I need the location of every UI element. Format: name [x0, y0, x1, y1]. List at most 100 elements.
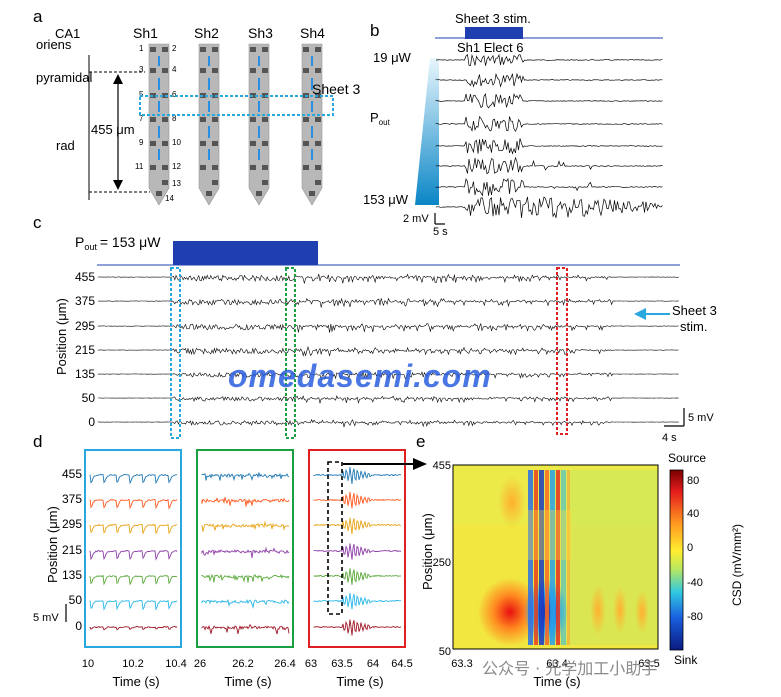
position-tick: 295: [75, 319, 95, 333]
electrode-pad: [262, 117, 268, 122]
position-tick: 135: [62, 568, 82, 582]
electrode-pad: [162, 47, 168, 52]
electrode-pad: [150, 117, 156, 122]
xlabel: Time (s): [112, 674, 159, 689]
ylabel-c: Position (μm): [54, 298, 69, 375]
probe-shank: [198, 43, 220, 206]
zoom-trace: [313, 592, 401, 610]
zoom-trace: [313, 491, 402, 509]
depth-arrow-down-icon: [113, 180, 123, 190]
zoom-trace: [201, 546, 290, 559]
power-trace: [435, 138, 663, 155]
ytick: 455: [433, 460, 451, 472]
position-tick: 295: [62, 517, 82, 531]
zoom-trace: [313, 517, 402, 535]
position-trace: [97, 322, 679, 333]
electrode-pad: [200, 141, 206, 146]
scalebar-v-label-d: 5 mV: [33, 612, 59, 624]
position-trace: [98, 395, 679, 404]
heatmap-warm-spot: [613, 586, 627, 634]
electrode-pad: [162, 141, 168, 146]
electrode-pad: [303, 68, 309, 73]
electrode-pad: [250, 47, 256, 52]
power-trace: [435, 72, 663, 88]
position-traces-c: [97, 273, 679, 428]
electrode-pad: [303, 47, 309, 52]
csd-heatmap: [452, 464, 659, 650]
electrode-pad: [262, 180, 268, 185]
electrode-pad: [303, 117, 309, 122]
position-tick: 0: [75, 619, 82, 633]
csd-stripe: [556, 470, 560, 645]
xtick: 10.4: [165, 658, 186, 670]
electrode-pad: [206, 191, 212, 196]
power-gradient-wedge: [415, 58, 439, 205]
electrode-number: 5: [139, 90, 144, 99]
power-bottom-label: 153 μW: [363, 192, 409, 207]
zoom-trace: [89, 625, 178, 631]
electrode-pad: [262, 47, 268, 52]
position-trace: [97, 297, 679, 308]
panel-label-c: c: [33, 213, 42, 232]
position-trace: [97, 273, 679, 284]
xlabel-e: Time (s): [533, 674, 580, 689]
zoom-traces-d: [89, 467, 402, 636]
electrode-pad: [256, 191, 262, 196]
electrode-number: 3: [139, 65, 144, 74]
scalebar-v-label-b: 2 mV: [403, 213, 429, 225]
electrode-pad: [250, 141, 256, 146]
position-tick: 215: [75, 343, 95, 357]
electrode-pad: [303, 141, 309, 146]
electrode-pad: [162, 165, 168, 170]
position-ticks-d: 455 375 295 215 135 50 0: [62, 467, 82, 633]
position-ticks-c: 455 375 295 215 135 50 0: [75, 270, 95, 429]
colorbar-tick: 80: [687, 475, 699, 487]
window-box-blue: [170, 267, 181, 439]
electrode-pad: [212, 165, 218, 170]
zoom-trace: [313, 568, 402, 585]
shank-label-4: Sh4: [300, 25, 325, 41]
colorbar-tick: -80: [687, 611, 703, 623]
heatmap-source-spot: [478, 578, 542, 646]
colorbar-tick: -40: [687, 577, 703, 589]
position-tick: 50: [82, 391, 96, 405]
probe-shank: [148, 43, 170, 206]
position-tick: 215: [62, 543, 82, 557]
zoom-trace: [201, 496, 290, 507]
csd-stripe: [528, 510, 572, 560]
electrode-pad: [156, 191, 162, 196]
power-trace: [436, 53, 663, 67]
zoom-trace: [201, 599, 290, 609]
pout-label-b: Pout: [370, 110, 391, 127]
csd-stripe: [550, 470, 555, 645]
window-box-red: [556, 267, 568, 435]
ylabel-d: Position (μm): [45, 506, 60, 583]
shank-label-2: Sh2: [194, 25, 219, 41]
arrow-label-line2: stim.: [680, 319, 707, 334]
heatmap-warm-spot: [498, 476, 526, 528]
zoom-trace: [89, 523, 178, 535]
electrode-number: 1: [139, 44, 144, 53]
xtick: 26.4: [274, 658, 295, 670]
electrode-pad: [162, 180, 168, 185]
position-tick: 455: [62, 467, 82, 481]
csd-stripe: [545, 470, 549, 645]
zoom-trace: [89, 599, 178, 611]
depth-arrow-up-icon: [113, 74, 123, 84]
electrode-pad: [150, 68, 156, 73]
probe-shank: [301, 43, 323, 206]
electrode-pad: [315, 117, 321, 122]
scalebar-t-label-c: 4 s: [662, 432, 677, 444]
electrode-pad: [315, 47, 321, 52]
power-trace: [435, 156, 663, 175]
zoom-trace: [89, 498, 178, 510]
zoom-frame-red: [308, 449, 406, 648]
probe-shanks: [148, 43, 323, 206]
csd-stripe: [528, 470, 533, 645]
electrode-number: 14: [165, 194, 174, 203]
zoom-trace: [201, 573, 290, 583]
region-pyramidal-label: pyramidal: [36, 70, 92, 85]
position-trace: [97, 371, 679, 381]
xtick: 10.2: [122, 658, 143, 670]
sheet3-label: Sheet 3: [312, 81, 360, 97]
